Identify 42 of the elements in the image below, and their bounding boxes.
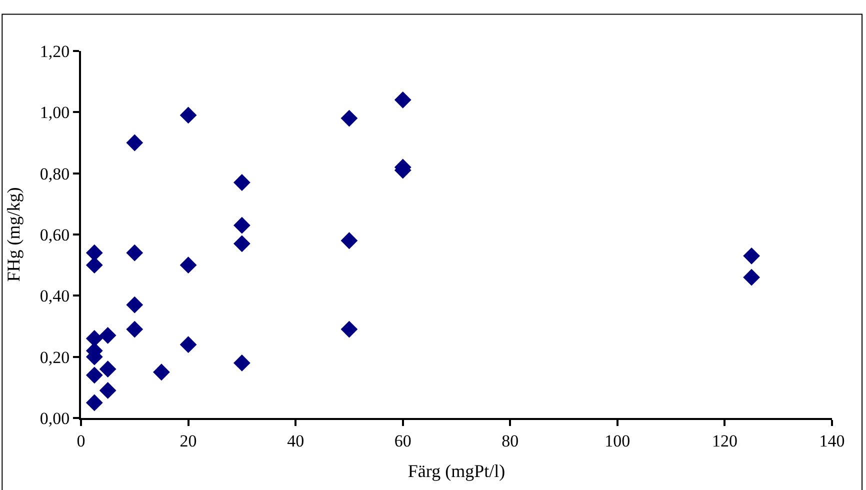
point [180,106,197,124]
x-tick-label: 0 [76,431,86,450]
point [126,296,144,314]
point [233,216,250,234]
y-tick-label: 1,20 [40,42,70,61]
y-tick-label: 0,60 [40,225,70,244]
x-tick-label: 20 [180,431,197,450]
y-tick-label: 1,00 [40,103,70,122]
point [86,330,103,347]
point [99,382,116,399]
point [743,247,760,264]
point [233,354,250,372]
y-axis-title: FHg (mg/kg) [4,187,24,282]
point [233,235,250,252]
x-tick-label: 80 [502,431,519,450]
point [743,268,760,286]
point [340,320,358,338]
point [126,244,144,262]
x-axis-title: Färg (mgPt/l) [408,461,506,481]
y-tick-label: 0,40 [40,286,70,306]
y-tick-label: 0,20 [40,348,70,367]
x-tick-label: 120 [712,431,738,450]
point [86,366,103,384]
point [126,134,144,152]
point [126,320,144,338]
point [180,336,197,354]
point [180,256,197,274]
x-tick-label: 60 [394,431,412,450]
point [153,364,170,381]
point [394,91,412,108]
y-tick-label: 0,00 [40,408,70,428]
point [86,256,103,274]
y-tick-label: 0,80 [40,164,70,184]
x-tick-label: 140 [819,431,845,450]
point [86,394,103,412]
point [233,174,250,191]
point [340,110,358,127]
x-tick-label: 40 [287,431,304,450]
point [99,360,116,378]
point [340,232,358,250]
x-tick-label: 100 [604,431,630,450]
point [99,326,116,344]
